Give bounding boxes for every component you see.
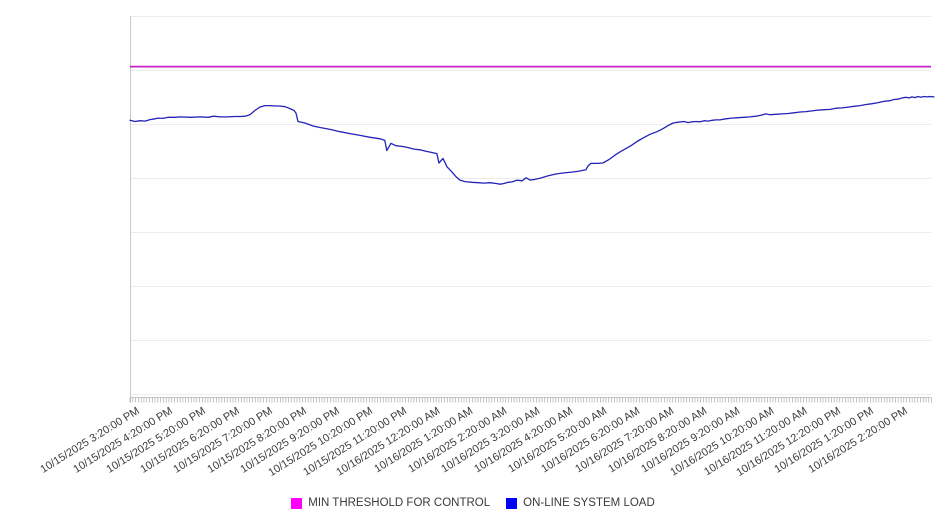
axis-lines	[130, 16, 931, 403]
online-system-load-line	[129, 95, 935, 185]
legend-label-online-load: ON-LINE SYSTEM LOAD	[523, 497, 655, 509]
legend-item-min-threshold: MIN THRESHOLD FOR CONTROL	[291, 497, 490, 509]
legend-label-min-threshold: MIN THRESHOLD FOR CONTROL	[308, 497, 491, 509]
legend-item-online-load: ON-LINE SYSTEM LOAD	[506, 497, 655, 509]
legend-swatch-min-threshold-icon	[291, 497, 303, 509]
legend-swatch-online-load-icon	[506, 497, 518, 509]
chart-legend: MIN THRESHOLD FOR CONTROL ON-LINE SYSTEM…	[0, 497, 946, 509]
gridlines	[130, 16, 931, 395]
x-axis-minor-ticks	[129, 397, 932, 403]
